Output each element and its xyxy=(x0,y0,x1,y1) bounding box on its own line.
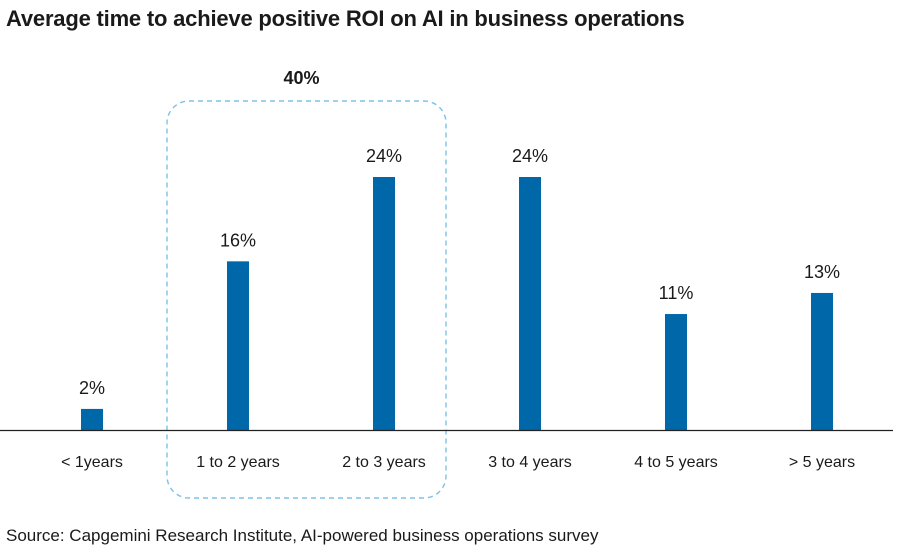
bar-1 xyxy=(81,408,103,430)
value-label-3: 24% xyxy=(366,146,402,166)
value-label-4: 24% xyxy=(512,146,548,166)
category-label-3: 2 to 3 years xyxy=(342,454,426,471)
value-label-6: 13% xyxy=(804,262,840,282)
bar-3 xyxy=(373,177,395,430)
category-label-4: 3 to 4 years xyxy=(488,454,572,471)
category-label-6: > 5 years xyxy=(789,454,855,471)
bars-layer xyxy=(0,100,893,499)
bar-5 xyxy=(665,314,687,430)
highlight-label: 40% xyxy=(283,68,319,88)
bar-4 xyxy=(519,177,541,430)
bar-6 xyxy=(811,292,833,430)
chart-source: Source: Capgemini Research Institute, AI… xyxy=(6,526,599,545)
chart-title: Average time to achieve positive ROI on … xyxy=(6,6,685,31)
value-label-5: 11% xyxy=(659,283,694,303)
category-label-1: < 1years xyxy=(61,454,123,471)
labels-layer: 40% 2% < 1years 16% 1 to 2 years 24% 2 to 3 ye… xyxy=(61,68,855,471)
category-label-5: 4 to 5 years xyxy=(634,454,718,471)
category-label-2: 1 to 2 years xyxy=(196,454,280,471)
bar-2 xyxy=(227,261,249,430)
highlight-box xyxy=(166,100,447,499)
value-label-1: 2% xyxy=(79,378,105,398)
value-label-2: 16% xyxy=(220,230,256,250)
